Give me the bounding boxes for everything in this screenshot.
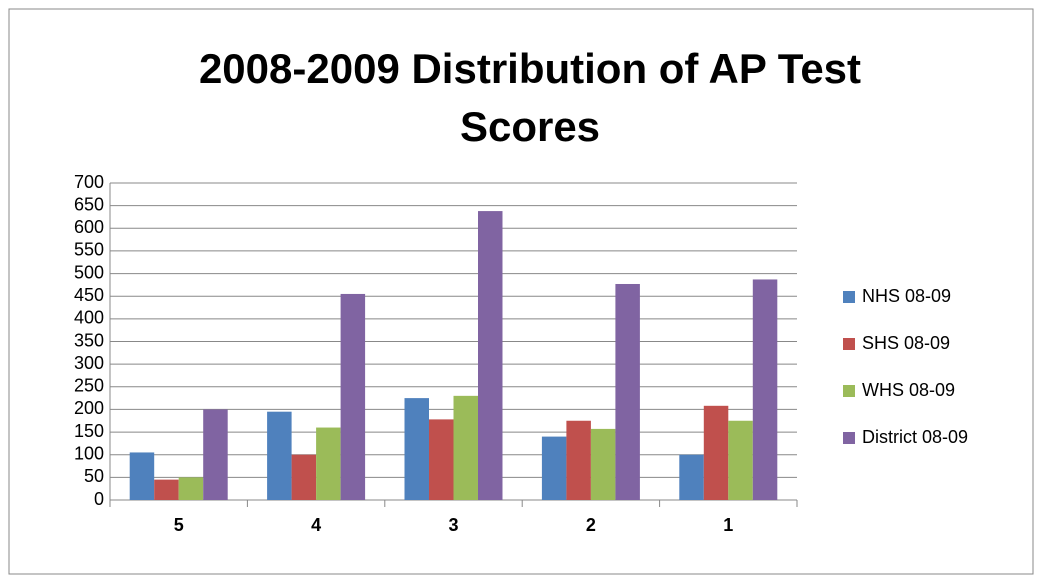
bar	[291, 454, 317, 500]
bar	[154, 479, 179, 500]
bar	[728, 420, 753, 500]
y-tick-label: 450	[74, 285, 104, 305]
bar	[590, 428, 616, 500]
bar	[340, 293, 366, 500]
legend-label: District 08-09	[862, 427, 968, 447]
legend-label: WHS 08-09	[862, 380, 955, 400]
legend-swatch	[843, 432, 855, 444]
y-tick-label: 600	[74, 217, 104, 237]
bar	[453, 395, 478, 500]
y-tick-label: 50	[84, 466, 104, 486]
y-tick-label: 350	[74, 330, 104, 350]
y-tick-label: 300	[74, 353, 104, 373]
bar	[267, 411, 292, 500]
x-tick-label: 1	[723, 515, 733, 535]
x-tick-label: 2	[586, 515, 596, 535]
y-tick-label: 500	[74, 262, 104, 282]
bar	[404, 398, 429, 500]
bar	[203, 409, 228, 500]
bar	[178, 477, 204, 500]
bar	[478, 211, 503, 500]
y-tick-label: 100	[74, 443, 104, 463]
bar	[615, 283, 640, 500]
bar	[703, 405, 729, 500]
bar	[129, 452, 155, 500]
x-tick-label: 3	[448, 515, 458, 535]
bar	[679, 454, 704, 500]
legend-label: NHS 08-09	[862, 286, 951, 306]
y-tick-label: 150	[74, 421, 104, 441]
x-tick-label: 4	[311, 515, 321, 535]
legend-label: SHS 08-09	[862, 333, 950, 353]
legend-swatch	[843, 291, 855, 303]
y-tick-label: 650	[74, 194, 104, 214]
legend-swatch	[843, 338, 855, 350]
bar	[541, 436, 567, 500]
bar	[429, 419, 454, 500]
bar	[752, 279, 778, 500]
y-tick-label: 400	[74, 308, 104, 328]
legend-swatch	[843, 385, 855, 397]
chart-title: 2008-2009 Distribution of AP Test Scores	[198, 45, 862, 150]
bar	[566, 420, 591, 500]
x-tick-label: 5	[174, 515, 184, 535]
y-tick-label: 700	[74, 172, 104, 192]
y-tick-label: 250	[74, 376, 104, 396]
bar	[316, 427, 341, 500]
y-tick-label: 0	[94, 489, 104, 509]
y-tick-label: 550	[74, 240, 104, 260]
y-tick-label: 200	[74, 398, 104, 418]
